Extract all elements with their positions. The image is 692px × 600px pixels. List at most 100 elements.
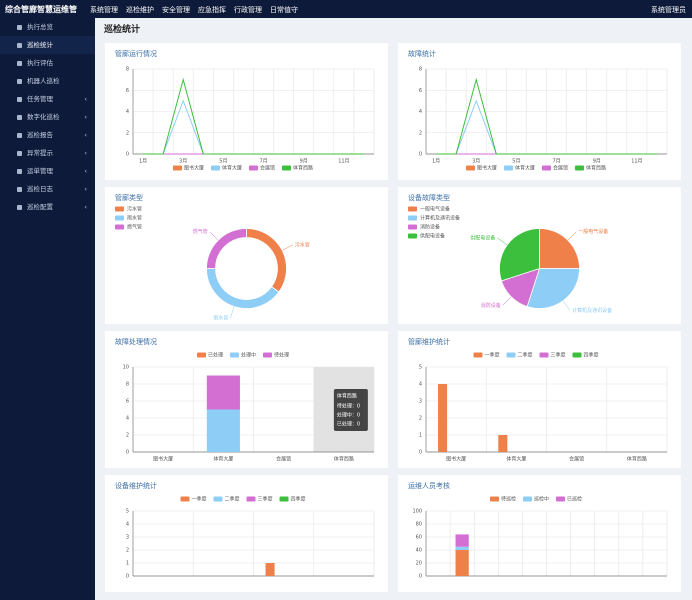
expand-arrow: ‹ [84, 95, 87, 103]
label-leader [502, 296, 512, 306]
slice-label: 供配电设备 [470, 234, 495, 241]
legend-swatch [115, 206, 124, 212]
expand-arrow: ‹ [84, 131, 87, 139]
sidebar-item[interactable]: 巡检日志 ‹ [0, 180, 95, 198]
x-tick-label: 9月 [300, 159, 308, 165]
icon [17, 25, 22, 30]
tooltip-box [333, 389, 368, 431]
menu-item[interactable]: 安全管理 [162, 6, 190, 14]
sidebar-label: 执行评估 [27, 59, 53, 67]
menu-item[interactable]: 巡检维护 [126, 6, 154, 14]
sidebar-item[interactable]: 异常提示 ‹ [0, 144, 95, 162]
y-tick-label: 0 [419, 152, 422, 158]
sidebar-label: 执行总览 [27, 23, 53, 31]
legend-swatch [249, 165, 258, 171]
legend-label: 会展馆 [553, 165, 568, 172]
x-tick-label: 1月 [139, 159, 147, 165]
legend-swatch [539, 352, 549, 358]
sidebar-item[interactable]: 任务管理 ‹ [0, 90, 95, 108]
legend-swatch [115, 224, 124, 230]
slice-label: 一般电气设备 [578, 228, 608, 235]
menu-item[interactable]: 日常值守 [270, 6, 298, 14]
pie-slice [246, 228, 287, 293]
line-series [143, 77, 364, 155]
x-tick-label: 图书大厦 [153, 456, 173, 463]
legend-swatch [408, 206, 417, 212]
panel-title: 运维人员考核 [408, 482, 450, 490]
label-leader [567, 231, 577, 241]
sidebar-item[interactable]: 巡检配置 ‹ [0, 198, 95, 216]
y-tick-label: 0 [126, 574, 129, 580]
legend-label: 二季度 [518, 352, 533, 359]
chart: 0 1 2 3 4 5 图书大厦 体育大厦 会展馆 体育西路 一季度 二季度 三季度 四季度 [419, 352, 668, 463]
sidebar-item[interactable]: 巡检报告 ‹ [0, 126, 95, 144]
icon [17, 97, 22, 102]
user[interactable]: 系统管理员 [651, 6, 686, 14]
sidebar-item[interactable]: 机器人巡检 [0, 72, 95, 90]
chart-panel: 管廊维护统计 0 1 2 3 4 5 图书大厦 体育大厦 会展馆 体育西路 一季度 二季度 三季度 四季度 [398, 331, 681, 468]
legend-label: 一季度 [485, 352, 500, 359]
sidebar-item[interactable]: 运单管理 ‹ [0, 162, 95, 180]
panel-title: 管廊类型 [115, 194, 143, 202]
y-tick-label: 8 [126, 67, 129, 73]
menu-item[interactable]: 系统管理 [90, 6, 118, 14]
bar [455, 550, 469, 576]
legend-swatch [263, 352, 272, 358]
bar [498, 435, 508, 452]
bar [206, 409, 240, 452]
expand-arrow: ‹ [84, 113, 87, 121]
legend-label: 体育大厦 [222, 165, 242, 172]
y-tick-label: 0 [419, 574, 422, 580]
expand-arrow: ‹ [84, 167, 87, 175]
legend-swatch [408, 233, 417, 239]
x-tick-label: 体育大厦 [506, 456, 526, 463]
y-tick-label: 4 [419, 109, 422, 115]
legend-label: 污水管 [127, 206, 142, 213]
menu-item[interactable]: 行政管理 [234, 6, 262, 14]
panel-title: 管廊维护统计 [408, 338, 450, 346]
sidebar-item[interactable]: 巡检统计 [0, 36, 95, 54]
legend-swatch [197, 352, 206, 358]
sidebar-label: 巡检统计 [27, 41, 53, 49]
chart-panel: 运维人员考核 0 20 40 60 80 100 待巡检 巡检中 已巡检 [398, 475, 681, 592]
legend-label: 一般电气设备 [420, 206, 450, 213]
x-tick-label: 图书大厦 [446, 456, 466, 463]
tooltip-title: 体育西路 [337, 393, 357, 400]
legend-swatch [572, 352, 582, 358]
bar [206, 375, 240, 410]
legend-label: 供配电设备 [420, 233, 445, 240]
sidebar-item[interactable]: 执行总览 [0, 18, 95, 36]
y-tick-label: 60 [416, 535, 422, 541]
y-tick-label: 8 [419, 67, 422, 73]
x-tick-label: 11月 [338, 159, 349, 165]
sidebar-label: 数字化巡检 [27, 113, 60, 121]
slice-label: 污水管 [295, 241, 310, 248]
x-tick-label: 1月 [432, 159, 440, 165]
legend-swatch [246, 496, 256, 502]
y-tick-label: 0 [126, 450, 129, 456]
y-tick-label: 0 [126, 152, 129, 158]
menu-item[interactable]: 应急指挥 [198, 6, 226, 14]
y-tick-label: 80 [416, 522, 422, 528]
legend-swatch [173, 165, 182, 171]
y-tick-label: 6 [419, 88, 422, 94]
x-tick-label: 体育大厦 [213, 456, 233, 463]
legend-label: 消防设备 [420, 224, 440, 231]
pie-slice [206, 228, 247, 269]
sidebar-item[interactable]: 数字化巡检 ‹ [0, 108, 95, 126]
slice-label: 雨水管 [213, 314, 228, 321]
legend-swatch [408, 215, 417, 221]
sidebar-item[interactable]: 执行评估 [0, 54, 95, 72]
icon [17, 205, 22, 210]
slice-label: 消防设备 [481, 302, 501, 309]
legend-label: 图书大厦 [477, 165, 497, 172]
panel-title: 故障处理情况 [115, 338, 157, 346]
sidebar-label: 巡检报告 [27, 131, 53, 139]
x-tick-label: 3月 [179, 159, 187, 165]
panels: 管廊运行情况 0 2 4 6 8 1月 3月 5月 7月 9月 11月 图书大厦 体育大厦 会展馆 体育西路故… [105, 43, 681, 592]
y-tick-label: 20 [416, 561, 422, 567]
legend-label: 三季度 [551, 352, 566, 359]
y-tick-label: 4 [126, 109, 129, 115]
